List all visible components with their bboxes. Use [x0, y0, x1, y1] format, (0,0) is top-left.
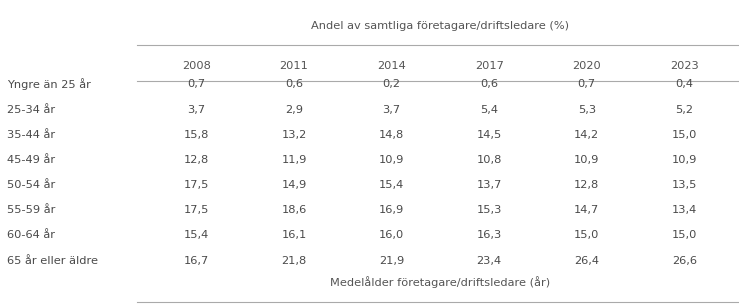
Text: 14,5: 14,5 — [477, 130, 502, 140]
Text: 14,7: 14,7 — [574, 205, 599, 215]
Text: 10,8: 10,8 — [477, 155, 502, 165]
Text: 10,9: 10,9 — [672, 155, 697, 165]
Text: 55-59 år: 55-59 år — [7, 205, 55, 215]
Text: 3,7: 3,7 — [188, 105, 205, 115]
Text: 18,6: 18,6 — [282, 205, 307, 215]
Text: 21,9: 21,9 — [379, 256, 404, 266]
Text: 10,9: 10,9 — [379, 155, 404, 165]
Text: 15,3: 15,3 — [477, 205, 502, 215]
Text: 16,9: 16,9 — [379, 205, 404, 215]
Text: 15,0: 15,0 — [672, 130, 697, 140]
Text: 16,1: 16,1 — [282, 231, 307, 240]
Text: 13,5: 13,5 — [672, 180, 697, 190]
Text: 60-64 år: 60-64 år — [7, 231, 55, 240]
Text: 17,5: 17,5 — [184, 180, 209, 190]
Text: 12,8: 12,8 — [184, 155, 209, 165]
Text: 11,9: 11,9 — [282, 155, 307, 165]
Text: 0,7: 0,7 — [188, 80, 205, 89]
Text: 2014: 2014 — [378, 61, 406, 71]
Text: 5,4: 5,4 — [480, 105, 498, 115]
Text: 15,0: 15,0 — [574, 231, 599, 240]
Text: 2023: 2023 — [670, 61, 698, 71]
Text: 2,9: 2,9 — [285, 105, 303, 115]
Text: 16,3: 16,3 — [477, 231, 502, 240]
Text: 2020: 2020 — [573, 61, 601, 71]
Text: 45-49 år: 45-49 år — [7, 155, 55, 165]
Text: 13,7: 13,7 — [477, 180, 502, 190]
Text: Andel av samtliga företagare/driftsledare (%): Andel av samtliga företagare/driftsledar… — [311, 21, 570, 31]
Text: 15,0: 15,0 — [672, 231, 697, 240]
Text: 0,4: 0,4 — [675, 80, 693, 89]
Text: 5,3: 5,3 — [578, 105, 596, 115]
Text: 16,7: 16,7 — [184, 256, 209, 266]
Text: 26,4: 26,4 — [574, 256, 599, 266]
Text: 15,4: 15,4 — [379, 180, 404, 190]
Text: 21,8: 21,8 — [282, 256, 307, 266]
Text: 2011: 2011 — [279, 61, 309, 71]
Text: 23,4: 23,4 — [477, 256, 502, 266]
Text: 13,2: 13,2 — [282, 130, 307, 140]
Text: 13,4: 13,4 — [672, 205, 697, 215]
Text: 5,2: 5,2 — [675, 105, 693, 115]
Text: 2008: 2008 — [182, 61, 211, 71]
Text: Medelålder företagare/driftsledare (år): Medelålder företagare/driftsledare (år) — [330, 276, 551, 288]
Text: 2017: 2017 — [474, 61, 504, 71]
Text: 3,7: 3,7 — [383, 105, 401, 115]
Text: 14,9: 14,9 — [282, 180, 307, 190]
Text: 14,2: 14,2 — [574, 130, 599, 140]
Text: 16,0: 16,0 — [379, 231, 404, 240]
Text: 0,6: 0,6 — [285, 80, 303, 89]
Text: 17,5: 17,5 — [184, 205, 209, 215]
Text: 0,6: 0,6 — [480, 80, 498, 89]
Text: 14,8: 14,8 — [379, 130, 404, 140]
Text: 15,4: 15,4 — [184, 231, 209, 240]
Text: 35-44 år: 35-44 år — [7, 130, 55, 140]
Text: 12,8: 12,8 — [574, 180, 599, 190]
Text: 10,9: 10,9 — [574, 155, 599, 165]
Text: 25-34 år: 25-34 år — [7, 105, 55, 115]
Text: 26,6: 26,6 — [672, 256, 697, 266]
Text: 50-54 år: 50-54 år — [7, 180, 55, 190]
Text: 65 år eller äldre: 65 år eller äldre — [7, 256, 98, 266]
Text: 0,2: 0,2 — [383, 80, 401, 89]
Text: 0,7: 0,7 — [578, 80, 596, 89]
Text: Yngre än 25 år: Yngre än 25 år — [7, 79, 91, 90]
Text: 15,8: 15,8 — [184, 130, 209, 140]
